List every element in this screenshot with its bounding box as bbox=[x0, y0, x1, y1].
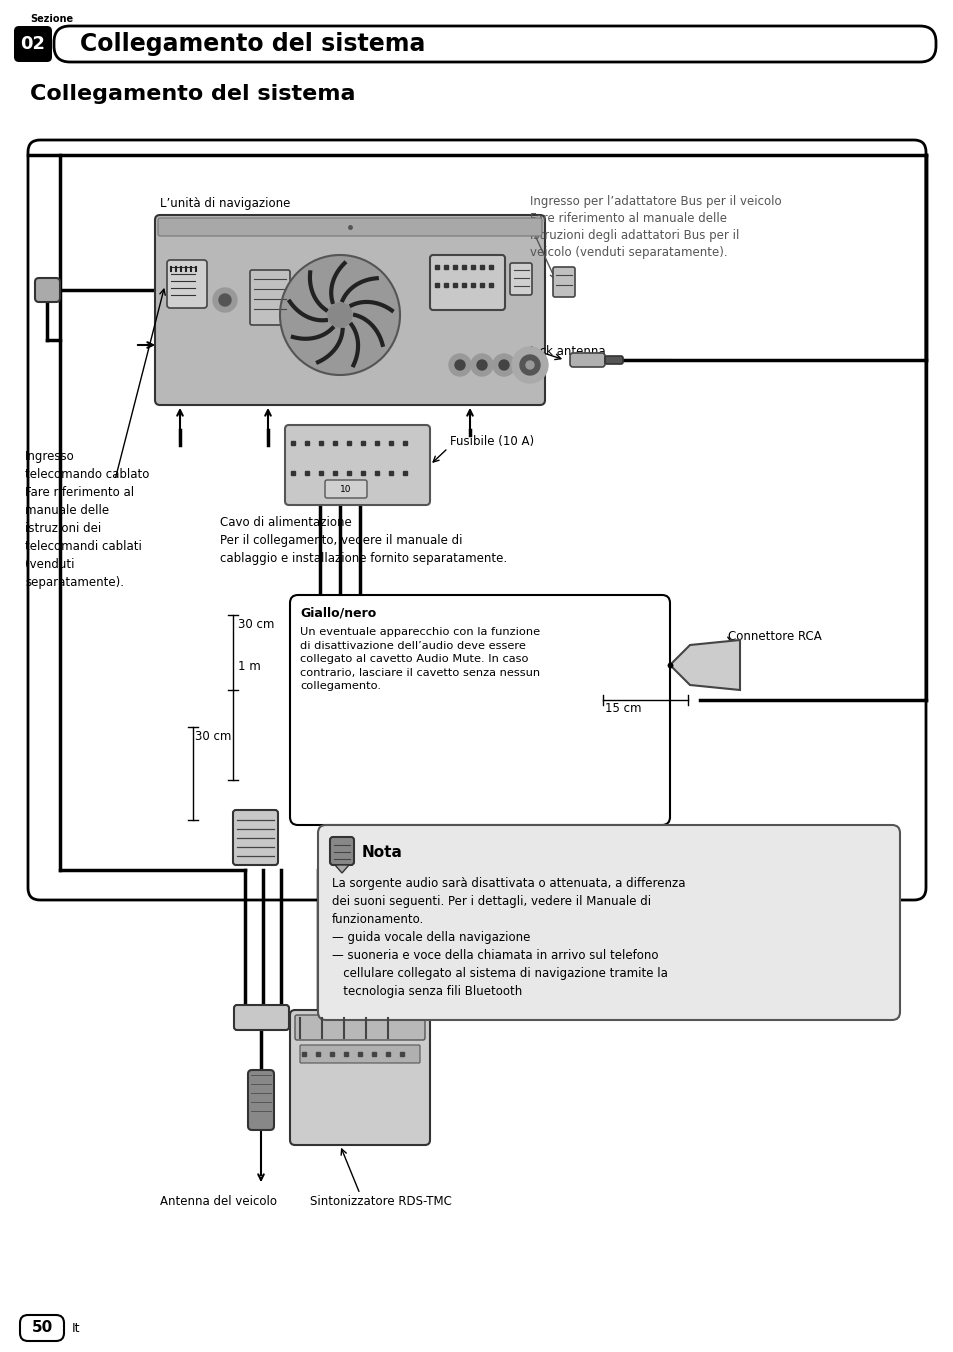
Circle shape bbox=[213, 288, 236, 312]
Circle shape bbox=[280, 256, 399, 375]
FancyBboxPatch shape bbox=[569, 353, 604, 366]
Circle shape bbox=[455, 360, 464, 370]
Circle shape bbox=[525, 361, 534, 369]
Text: 1 m: 1 m bbox=[237, 660, 260, 673]
Circle shape bbox=[519, 356, 539, 375]
Circle shape bbox=[476, 360, 486, 370]
Text: Antenna del veicolo: Antenna del veicolo bbox=[160, 1195, 276, 1207]
FancyBboxPatch shape bbox=[250, 270, 290, 324]
FancyBboxPatch shape bbox=[317, 825, 899, 1019]
Polygon shape bbox=[335, 865, 349, 873]
FancyBboxPatch shape bbox=[290, 595, 669, 825]
Text: 30 cm: 30 cm bbox=[194, 730, 232, 744]
FancyBboxPatch shape bbox=[604, 356, 622, 364]
FancyBboxPatch shape bbox=[299, 1045, 419, 1063]
FancyBboxPatch shape bbox=[325, 480, 367, 498]
Circle shape bbox=[219, 293, 231, 306]
FancyBboxPatch shape bbox=[35, 279, 60, 301]
Text: Un eventuale apparecchio con la funzione
di disattivazione dell’audio deve esser: Un eventuale apparecchio con la funzione… bbox=[299, 627, 539, 691]
FancyBboxPatch shape bbox=[14, 26, 52, 62]
Circle shape bbox=[328, 303, 352, 327]
FancyBboxPatch shape bbox=[285, 425, 430, 506]
Circle shape bbox=[471, 354, 493, 376]
Text: 10: 10 bbox=[340, 484, 352, 493]
Text: Collegamento del sistema: Collegamento del sistema bbox=[30, 84, 355, 104]
FancyBboxPatch shape bbox=[167, 260, 207, 308]
Text: 50: 50 bbox=[31, 1321, 52, 1336]
FancyBboxPatch shape bbox=[54, 26, 935, 62]
Text: 15 cm: 15 cm bbox=[604, 702, 640, 715]
Text: Jack antenna: Jack antenna bbox=[530, 345, 606, 358]
FancyBboxPatch shape bbox=[28, 141, 925, 900]
FancyBboxPatch shape bbox=[510, 264, 532, 295]
Text: Fusibile (10 A): Fusibile (10 A) bbox=[450, 435, 534, 448]
FancyBboxPatch shape bbox=[233, 810, 277, 865]
Polygon shape bbox=[669, 639, 740, 690]
Text: Connettore RCA: Connettore RCA bbox=[727, 630, 821, 644]
FancyBboxPatch shape bbox=[290, 1010, 430, 1145]
Circle shape bbox=[493, 354, 515, 376]
Text: 02: 02 bbox=[20, 35, 46, 53]
FancyBboxPatch shape bbox=[248, 1069, 274, 1130]
FancyBboxPatch shape bbox=[294, 1015, 424, 1040]
FancyBboxPatch shape bbox=[233, 1005, 289, 1030]
Text: Giallo/nero: Giallo/nero bbox=[299, 607, 375, 621]
Circle shape bbox=[449, 354, 471, 376]
Text: Sezione: Sezione bbox=[30, 14, 73, 24]
Text: La sorgente audio sarà disattivata o attenuata, a differenza
dei suoni seguenti.: La sorgente audio sarà disattivata o att… bbox=[332, 877, 685, 998]
FancyBboxPatch shape bbox=[20, 1315, 64, 1341]
FancyBboxPatch shape bbox=[553, 266, 575, 297]
Text: 30 cm: 30 cm bbox=[237, 618, 274, 631]
Text: L’unità di navigazione: L’unità di navigazione bbox=[160, 197, 290, 210]
Circle shape bbox=[498, 360, 509, 370]
FancyBboxPatch shape bbox=[430, 256, 504, 310]
Text: Ingresso
telecomando cablato
Fare riferimento al
manuale delle
istruzioni dei
te: Ingresso telecomando cablato Fare riferi… bbox=[25, 450, 150, 589]
Text: Sintonizzatore RDS-TMC: Sintonizzatore RDS-TMC bbox=[310, 1195, 452, 1207]
FancyBboxPatch shape bbox=[158, 218, 541, 237]
Text: Ingresso per l’adattatore Bus per il veicolo
Fare riferimento al manuale delle
i: Ingresso per l’adattatore Bus per il vei… bbox=[530, 195, 781, 260]
FancyBboxPatch shape bbox=[154, 215, 544, 406]
Text: It: It bbox=[71, 1321, 80, 1334]
FancyBboxPatch shape bbox=[330, 837, 354, 865]
Text: Collegamento del sistema: Collegamento del sistema bbox=[80, 32, 425, 55]
Text: Nota: Nota bbox=[361, 845, 402, 860]
Circle shape bbox=[512, 347, 547, 383]
Text: Cavo di alimentazione
Per il collegamento, vedere il manuale di
cablaggio e inst: Cavo di alimentazione Per il collegament… bbox=[220, 516, 507, 565]
